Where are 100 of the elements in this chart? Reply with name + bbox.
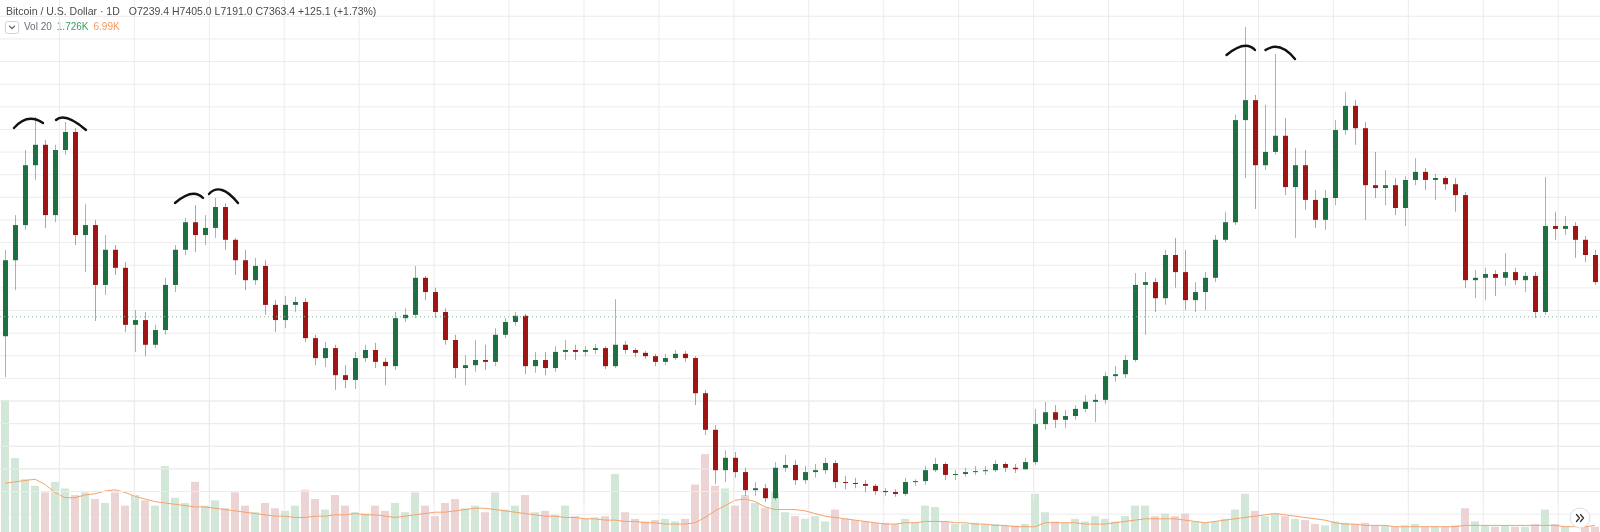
bar xyxy=(451,499,459,532)
bar xyxy=(1391,526,1399,532)
bar xyxy=(321,509,329,532)
bar xyxy=(1311,524,1319,532)
bar xyxy=(1491,526,1499,532)
bar xyxy=(191,481,199,532)
bar xyxy=(891,524,899,532)
bar xyxy=(91,499,99,532)
bar xyxy=(701,454,709,532)
bar xyxy=(171,497,179,532)
bar xyxy=(181,502,189,532)
bar xyxy=(791,516,799,532)
bar xyxy=(761,508,769,532)
bar xyxy=(211,500,219,532)
bar xyxy=(931,506,939,532)
bar xyxy=(1321,525,1329,532)
bar xyxy=(31,485,39,532)
candlestick xyxy=(953,469,958,481)
bar xyxy=(631,518,639,532)
bar xyxy=(1541,509,1549,532)
bar xyxy=(1301,520,1309,532)
bar xyxy=(411,492,419,532)
bar xyxy=(1161,513,1169,532)
bar xyxy=(11,458,19,532)
bar xyxy=(511,505,519,532)
annotation: 6.99K xyxy=(93,20,120,34)
bar xyxy=(1181,513,1189,532)
bar xyxy=(1421,526,1429,532)
bar xyxy=(161,466,169,532)
bar xyxy=(231,492,239,532)
bar xyxy=(1431,526,1439,532)
bar xyxy=(1461,508,1469,532)
bar xyxy=(141,500,149,532)
candlestick xyxy=(843,475,848,490)
bar xyxy=(471,505,479,532)
bar xyxy=(921,505,929,532)
bar xyxy=(1261,516,1269,532)
bar xyxy=(1031,493,1039,532)
bar xyxy=(711,485,719,532)
bar xyxy=(721,488,729,532)
bar xyxy=(1521,526,1529,532)
bar xyxy=(101,502,109,532)
bar xyxy=(1151,516,1159,532)
bar xyxy=(801,518,809,532)
bar xyxy=(1281,516,1289,532)
chart-title: Vol 20 xyxy=(24,20,52,34)
bar xyxy=(851,520,859,532)
bar xyxy=(221,508,229,532)
bar xyxy=(131,495,139,532)
bar xyxy=(51,481,59,532)
bar xyxy=(821,521,829,532)
bar xyxy=(561,505,569,532)
bar xyxy=(281,510,289,532)
bar xyxy=(1201,522,1209,532)
bar xyxy=(1271,513,1279,532)
bar xyxy=(1251,510,1259,532)
bar xyxy=(61,488,69,532)
bar xyxy=(311,499,319,532)
bar xyxy=(641,521,649,532)
bar xyxy=(41,492,49,532)
bar xyxy=(81,492,89,532)
bar xyxy=(521,495,529,532)
bar xyxy=(691,484,699,532)
bar xyxy=(621,512,629,532)
bar xyxy=(71,495,79,532)
bar xyxy=(491,492,499,532)
bar xyxy=(461,508,469,532)
bar xyxy=(1131,505,1139,532)
bar xyxy=(1471,521,1479,532)
bar xyxy=(441,502,449,532)
bar xyxy=(1041,512,1049,532)
bar xyxy=(961,524,969,532)
bar xyxy=(351,512,359,532)
bar xyxy=(1171,516,1179,532)
bar xyxy=(1141,505,1149,532)
bar xyxy=(1561,526,1569,532)
bar xyxy=(381,510,389,532)
bar xyxy=(1051,521,1059,532)
bar xyxy=(241,505,249,532)
bar xyxy=(151,505,159,532)
bar xyxy=(481,512,489,532)
bar xyxy=(581,518,589,532)
bar xyxy=(871,522,879,532)
bar xyxy=(1291,518,1299,532)
bar xyxy=(111,492,119,532)
bar xyxy=(421,505,429,532)
bar xyxy=(1511,526,1519,532)
bar xyxy=(1121,516,1129,532)
bar xyxy=(251,512,259,532)
bar xyxy=(291,505,299,532)
chart-title: Bitcoin / U.S. Dollar · 1D xyxy=(6,4,120,18)
bar xyxy=(1441,526,1449,532)
bar xyxy=(751,502,759,532)
bar xyxy=(261,502,269,532)
bar xyxy=(551,514,559,532)
bar xyxy=(811,516,819,532)
bar xyxy=(301,489,309,532)
bar xyxy=(841,518,849,532)
bar xyxy=(531,512,539,532)
bar xyxy=(371,505,379,532)
